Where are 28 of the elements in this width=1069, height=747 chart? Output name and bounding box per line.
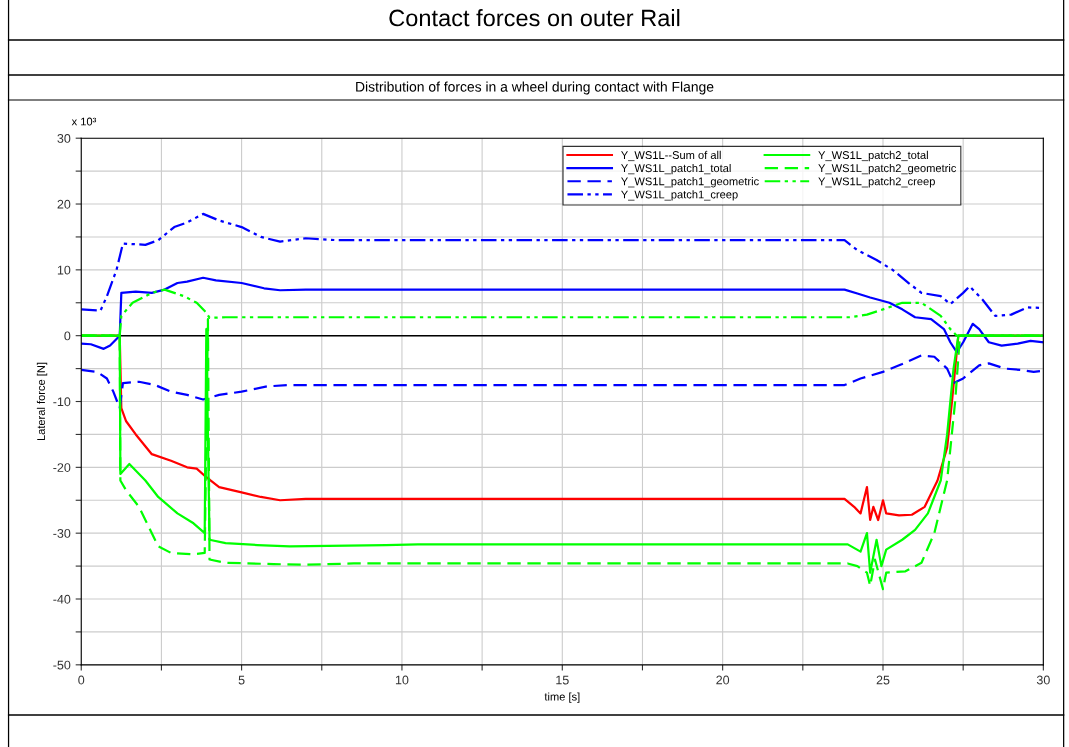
x-tick-label: 20	[716, 675, 730, 685]
x-tick-label: 5	[238, 675, 245, 685]
text: x 10³	[71, 117, 97, 126]
legend-label: Y_WS1L_patch1_total	[621, 163, 731, 175]
legend-label: Y_WS1L_patch1_geometric	[621, 177, 759, 188]
legend-label: Y_WS1L_patch2_total	[818, 150, 928, 162]
y-tick-label: 20	[57, 199, 71, 209]
x-tick-label: 10	[395, 675, 409, 685]
y-axis-title: Lateral force [N]	[36, 362, 48, 441]
x-tick-label: 15	[556, 675, 569, 685]
y-tick-label: -40	[53, 594, 71, 604]
legend-label: Y_WS1L_patch1_creep	[621, 190, 738, 201]
x-tick-label: 25	[876, 675, 890, 685]
x-axis-title: time [s]	[544, 692, 580, 703]
y-tick-label: -10	[53, 397, 71, 407]
y-tick-label: -50	[53, 660, 71, 670]
x-tick-label: 0	[78, 675, 85, 685]
y-tick-label: 10	[57, 265, 71, 275]
legend-label: Y_WS1L--Sum of all	[621, 150, 721, 162]
legend-label: Y_WS1L_patch2_creep	[818, 177, 935, 188]
x-tick-label: 30	[1036, 675, 1050, 685]
y-tick-label: 30	[57, 134, 71, 143]
legend-label: Y_WS1L_patch2_geometric	[818, 163, 957, 175]
y-tick-label: -30	[53, 528, 71, 538]
chart-subtitle: Distribution of forces in a wheel during contact with Flange	[356, 81, 714, 95]
y-tick-label: 0	[64, 331, 71, 341]
y-tick-label: -20	[53, 463, 71, 472]
chart-title: Contact forces on outer Rail	[389, 9, 680, 27]
